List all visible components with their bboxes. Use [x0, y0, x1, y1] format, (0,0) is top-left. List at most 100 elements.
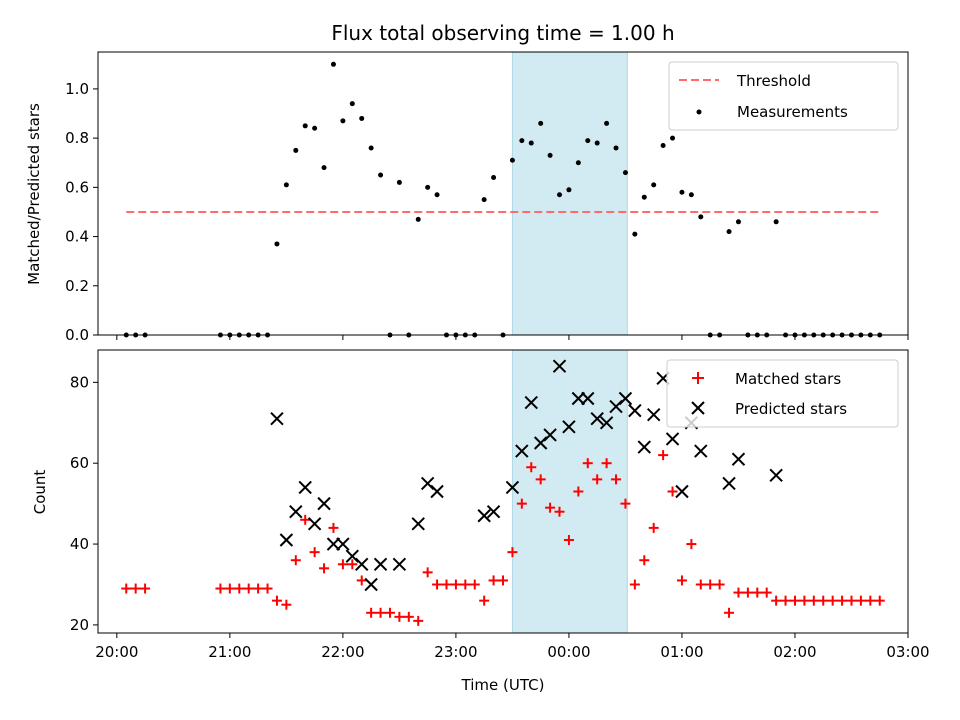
x-tick-label: 01:00 [660, 643, 703, 661]
matched-stars-point [498, 575, 508, 586]
y-tick-label: 40 [70, 535, 89, 553]
predicted-stars-point [430, 484, 444, 499]
matched-stars-point [488, 575, 499, 586]
matched-stars-point [526, 462, 537, 473]
measurement-point [349, 101, 355, 107]
measurement-point [679, 189, 685, 195]
measurement-point [528, 140, 534, 146]
measurement-point [283, 182, 289, 188]
predicted-stars-point [637, 440, 651, 454]
x-tick-label: 23:00 [434, 643, 477, 661]
matched-stars-point [403, 611, 414, 622]
matched-stars-point [846, 595, 857, 606]
matched-stars-point [507, 547, 518, 558]
matched-stars-point [422, 567, 433, 578]
predicted-stars-point [411, 517, 425, 531]
y-tick-label: 80 [70, 373, 89, 391]
x-tick-label: 00:00 [547, 643, 590, 661]
matched-stars-point [601, 458, 612, 469]
legend-matched-swatch [692, 372, 704, 384]
measurement-point [359, 115, 365, 121]
matched-stars-point [573, 486, 584, 497]
y-tick-label: 0.6 [65, 178, 89, 196]
predicted-stars-point [722, 476, 736, 491]
matched-stars-point [140, 583, 151, 594]
matched-stars-point [121, 583, 132, 594]
matched-stars-point [620, 498, 631, 509]
predicted-stars-point [289, 505, 303, 519]
matched-stars-point [724, 607, 735, 618]
measurement-point [340, 118, 346, 124]
x-tick-label: 21:00 [208, 643, 251, 661]
matched-stars-point [639, 555, 650, 566]
matched-stars-point [384, 607, 395, 618]
predicted-stars-point [326, 537, 341, 551]
matched-stars-point [460, 579, 471, 590]
matched-stars-point [366, 607, 377, 618]
measurement-point [670, 135, 676, 141]
matched-stars-point [648, 522, 659, 533]
matched-stars-point [356, 575, 367, 586]
matched-stars-point [563, 535, 574, 546]
measurement-point [509, 157, 515, 163]
predicted-stars-point [364, 577, 378, 592]
measurement-point [594, 140, 600, 146]
x-tick-label: 03:00 [886, 643, 929, 661]
x-tick-label: 22:00 [321, 643, 364, 661]
matched-stars-point [874, 595, 885, 606]
predicted-stars-point [769, 468, 783, 483]
chart-title: Flux total observing time = 1.00 h [331, 21, 674, 45]
matched-stars-point [281, 599, 292, 610]
matched-stars-point [592, 474, 603, 485]
predicted-stars-point [628, 403, 642, 418]
matched-stars-point [271, 595, 282, 606]
y-tick-label: 0.0 [65, 326, 89, 344]
matched-stars-point [300, 514, 311, 525]
matched-stars-point [394, 611, 405, 622]
ratio-axes-frame [97, 51, 909, 336]
measurement-point [302, 123, 308, 129]
matched-stars-point [309, 547, 320, 558]
matched-stars-point [479, 595, 490, 606]
matched-stars-point [780, 595, 791, 606]
predicted-stars-point [392, 557, 407, 571]
y-tick-label: 20 [70, 616, 89, 634]
measurement-point [274, 241, 280, 247]
matched-stars-point [224, 583, 235, 594]
predicted-stars-point [571, 391, 586, 406]
measurement-point [613, 145, 619, 151]
predicted-stars-point [524, 395, 538, 410]
measurement-point [547, 152, 553, 158]
predicted-stars-point [543, 428, 557, 442]
matched-stars-point [441, 579, 452, 590]
measurement-point [632, 231, 638, 237]
matched-stars-point [328, 522, 339, 533]
measurement-point [698, 214, 704, 220]
predicted-stars-point [562, 420, 576, 434]
matched-stars-point [469, 579, 480, 590]
matched-stars-point [658, 450, 669, 461]
matched-stars-point [827, 595, 838, 606]
predicted-stars-point [298, 480, 312, 495]
matched-stars-point [789, 595, 800, 606]
predicted-stars-point [270, 412, 284, 426]
matched-stars-point [611, 474, 622, 485]
matched-stars-point [714, 579, 725, 590]
ratio-panel: 0.0 0.2 0.4 0.6 0.8 1.0 Matched/Predicted sta… [25, 51, 909, 344]
matched-stars-point [837, 595, 848, 606]
measurement-point [651, 182, 657, 188]
predicted-stars-point [590, 412, 604, 426]
matched-stars-point [808, 595, 819, 606]
matched-stars-point [629, 579, 640, 590]
measurement-point [293, 147, 299, 153]
matched-stars-point [554, 506, 565, 517]
matched-stars-point [545, 502, 556, 513]
matched-stars-point [818, 595, 829, 606]
matched-stars-point [733, 587, 744, 598]
predicted-stars-point [317, 496, 331, 511]
y-tick-label: 0.2 [65, 277, 89, 295]
matched-stars-point [375, 607, 386, 618]
x-tick-label: 02:00 [773, 643, 816, 661]
y-tick-label: 1.0 [65, 80, 89, 98]
matched-stars-point [742, 587, 753, 598]
